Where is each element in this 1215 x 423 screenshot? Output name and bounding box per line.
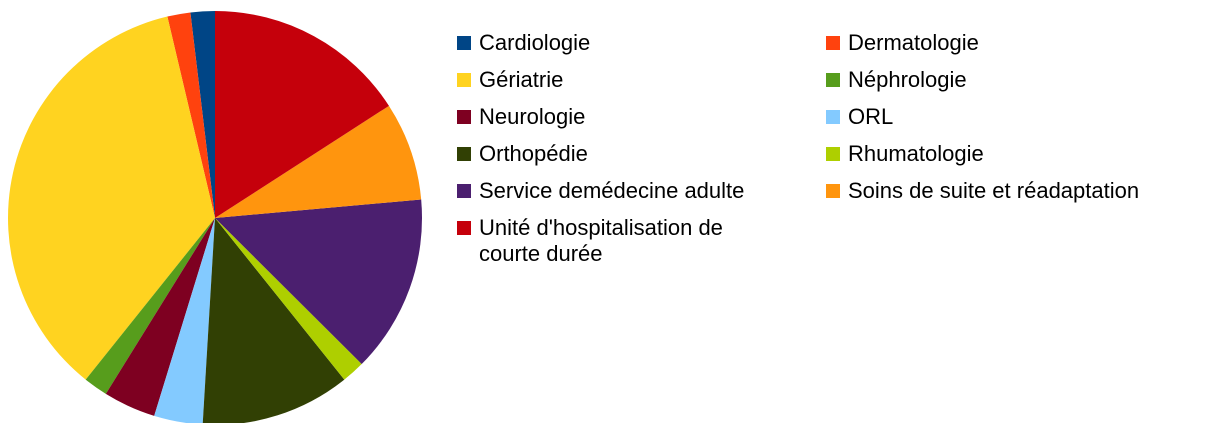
pie-slice bbox=[154, 218, 215, 423]
pie-slice bbox=[8, 16, 216, 380]
legend-item: Orthopédie bbox=[457, 141, 588, 167]
legend-item: Rhumatologie bbox=[826, 141, 984, 167]
legend-label: Dermatologie bbox=[848, 30, 979, 55]
legend-swatch bbox=[826, 110, 840, 124]
pie-slice bbox=[202, 218, 345, 423]
legend-label: Service demédecine adulte bbox=[479, 178, 745, 203]
pie-slice bbox=[105, 218, 215, 416]
legend-label: Unité d'hospitalisation de courte durée bbox=[479, 215, 723, 266]
legend-item: Dermatologie bbox=[826, 30, 979, 56]
legend-label: Neurologie bbox=[479, 104, 586, 129]
legend-item: Neurologie bbox=[457, 104, 585, 130]
legend-item: Unité d'hospitalisation de courte durée bbox=[457, 215, 784, 267]
pie-slice bbox=[85, 218, 215, 394]
legend-item: Gériatrie bbox=[457, 67, 563, 93]
legend-swatch bbox=[826, 36, 840, 50]
legend-label: Gériatrie bbox=[479, 67, 564, 92]
legend-item: Cardiologie bbox=[457, 30, 590, 56]
legend-swatch bbox=[457, 221, 471, 235]
legend-item: Soins de suite et réadaptation bbox=[826, 178, 1139, 204]
legend-swatch bbox=[457, 36, 471, 50]
legend-item: Néphrologie bbox=[826, 67, 967, 93]
legend-label: Rhumatologie bbox=[848, 141, 984, 166]
pie-slice bbox=[215, 105, 422, 218]
legend-swatch bbox=[457, 73, 471, 87]
legend-label: Cardiologie bbox=[479, 30, 591, 55]
legend-item: Service demédecine adulte bbox=[457, 178, 744, 204]
legend-swatch bbox=[826, 73, 840, 87]
legend-swatch bbox=[457, 147, 471, 161]
pie-slice bbox=[215, 199, 422, 365]
legend-label: Soins de suite et réadaptation bbox=[848, 178, 1140, 203]
pie-slice bbox=[215, 11, 389, 218]
legend-label: Orthopédie bbox=[479, 141, 588, 166]
pie-slice bbox=[167, 12, 215, 218]
legend-swatch bbox=[826, 184, 840, 198]
legend-item: ORL bbox=[826, 104, 893, 130]
legend-swatch bbox=[457, 184, 471, 198]
legend-label: Néphrologie bbox=[848, 67, 967, 92]
legend-swatch bbox=[457, 110, 471, 124]
pie-slice bbox=[215, 218, 362, 380]
pie-slice bbox=[190, 11, 215, 218]
legend-swatch bbox=[826, 147, 840, 161]
legend-label: ORL bbox=[848, 104, 894, 129]
